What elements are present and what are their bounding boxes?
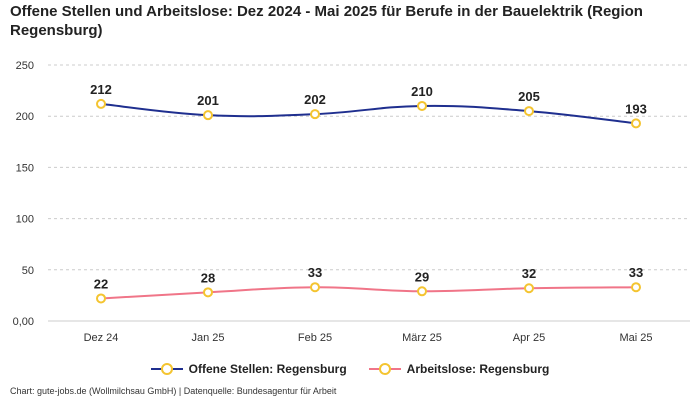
data-label: 28 (201, 270, 215, 285)
y-axis-ticks: 0,00 50 100 150 200 250 (13, 60, 34, 328)
y-tick-label: 100 (16, 214, 34, 226)
data-point (310, 109, 320, 120)
legend-item-offene-stellen[interactable]: Offene Stellen: Regensburg (150, 362, 347, 376)
data-label: 210 (411, 84, 433, 99)
data-label: 212 (90, 82, 112, 97)
series-line-1 (100, 286, 637, 300)
data-point (524, 283, 534, 294)
data-label: 202 (304, 92, 326, 107)
data-label: 201 (197, 93, 219, 108)
y-tick-label: 0,00 (13, 316, 34, 328)
data-point (417, 286, 427, 297)
data-label: 193 (625, 101, 647, 116)
legend-item-arbeitslose[interactable]: Arbeitslose: Regensburg (368, 362, 550, 376)
line-chart: 0,00 50 100 150 200 250 Dez 24 Jan 25 Feb 25 Mär… (13, 60, 690, 344)
x-tick-label: Apr 25 (513, 332, 545, 344)
data-point (524, 106, 534, 117)
data-labels: 212 201 202 210 205 193 22 28 33 29 32 33 (90, 82, 647, 292)
data-label: 22 (94, 276, 108, 291)
y-tick-label: 50 (22, 265, 34, 277)
data-point (96, 293, 106, 304)
x-tick-label: Feb 25 (298, 332, 332, 344)
legend-label-offene-stellen: Offene Stellen: Regensburg (188, 362, 347, 376)
data-point (417, 100, 427, 111)
data-label: 29 (415, 269, 429, 284)
legend-label-arbeitslose: Arbeitslose: Regensburg (406, 362, 550, 376)
data-point (96, 98, 106, 109)
data-label: 33 (308, 265, 322, 280)
x-axis-ticks: Dez 24 Jan 25 Feb 25 März 25 Apr 25 Mai 25 (84, 332, 653, 344)
x-tick-label: Dez 24 (84, 332, 119, 344)
data-point (310, 282, 320, 293)
data-point (203, 110, 213, 121)
source-footer: Chart: gute-jobs.de (Wollmilchsau GmbH) … (10, 386, 337, 396)
data-label: 32 (522, 266, 536, 281)
series-line-0 (100, 102, 637, 125)
legend-swatch-arbeitslose (368, 363, 401, 375)
data-point (631, 282, 641, 293)
data-point (631, 118, 641, 129)
data-label: 33 (629, 265, 643, 280)
x-tick-label: Mai 25 (619, 332, 652, 344)
data-point (203, 287, 213, 298)
legend-swatch-offene-stellen (150, 363, 183, 375)
y-tick-label: 250 (16, 60, 34, 72)
chart-title: Offene Stellen und Arbeitslose: Dez 2024… (10, 3, 643, 39)
x-tick-label: Jan 25 (191, 332, 224, 344)
gridlines (48, 64, 690, 322)
y-tick-label: 150 (16, 162, 34, 174)
y-tick-label: 200 (16, 111, 34, 123)
x-tick-label: März 25 (402, 332, 442, 344)
data-label: 205 (518, 89, 540, 104)
legend: Offene Stellen: Regensburg Arbeitslose: … (0, 362, 700, 376)
series-group (96, 98, 641, 304)
